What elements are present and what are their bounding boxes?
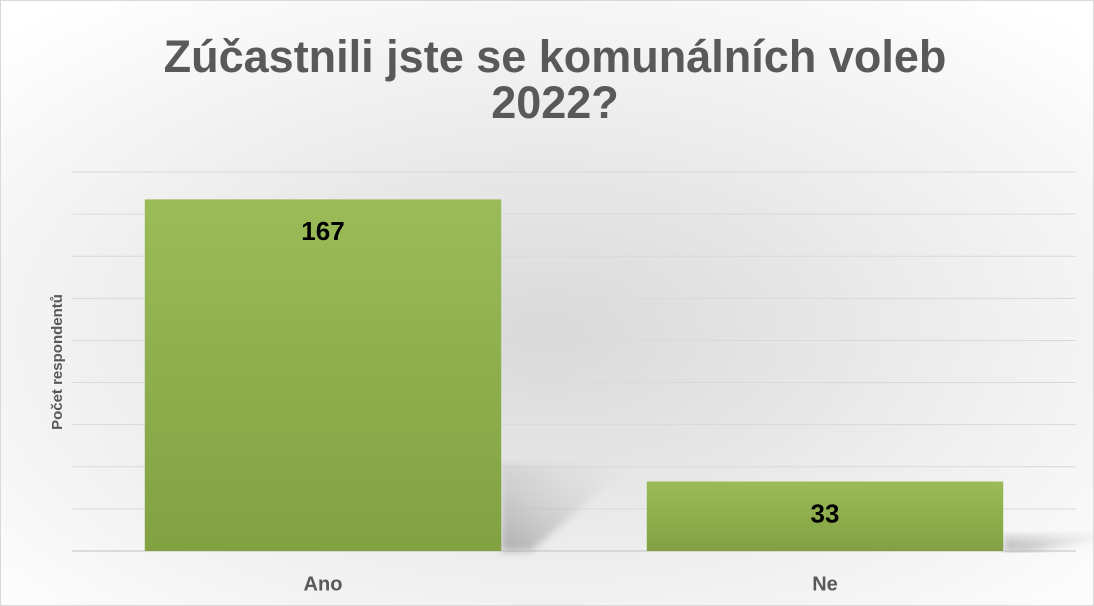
data-label: 167 (301, 216, 344, 246)
chart-title: Zúčastnili jste se komunálních voleb 202… (163, 31, 947, 128)
y-axis-label: Počet respondentů (49, 294, 66, 430)
bar-shadow (1003, 533, 1094, 551)
x-tick-label: Ano (304, 573, 343, 595)
x-tick-label: Ne (812, 573, 838, 595)
bar (144, 199, 502, 551)
bar-shadow (501, 463, 632, 551)
data-label: 33 (811, 498, 840, 528)
bar (646, 481, 1004, 551)
